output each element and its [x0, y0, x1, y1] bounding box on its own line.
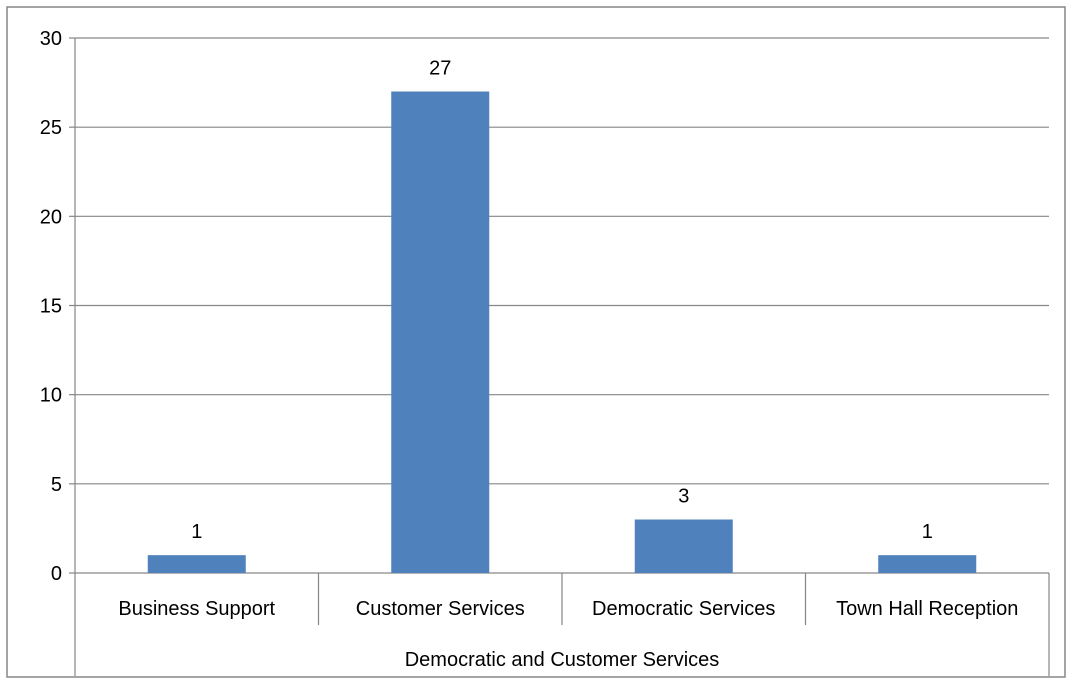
data-labels: 1 27 3 1 [191, 58, 933, 544]
bars [147, 91, 977, 573]
data-label: 1 [922, 521, 933, 543]
x-tick-label: Democratic Services [592, 598, 775, 620]
bar [634, 519, 733, 573]
x-tick-label: Business Support [118, 598, 275, 620]
data-label: 1 [191, 521, 202, 543]
y-tick-label: 25 [40, 117, 62, 139]
bar [391, 91, 490, 573]
y-tick-label: 15 [40, 296, 62, 318]
x-tick-label: Town Hall Reception [836, 598, 1018, 620]
y-tick-label: 30 [40, 28, 62, 50]
bar [878, 555, 977, 573]
y-tick-label: 20 [40, 206, 62, 228]
chart-border [6, 6, 1066, 678]
data-label: 3 [678, 486, 689, 508]
bar [147, 555, 246, 573]
x-tick-label: Customer Services [356, 598, 525, 620]
data-label: 27 [429, 58, 451, 80]
y-tick-label: 10 [40, 385, 62, 407]
y-tick-label: 5 [51, 474, 62, 496]
y-axis-ticks: 0 5 10 15 20 25 30 [40, 28, 75, 585]
y-tick-label: 0 [51, 563, 62, 585]
x-group-label: Democratic and Customer Services [405, 649, 720, 671]
x-axis: Business Support Customer Services Democra… [118, 573, 1050, 676]
